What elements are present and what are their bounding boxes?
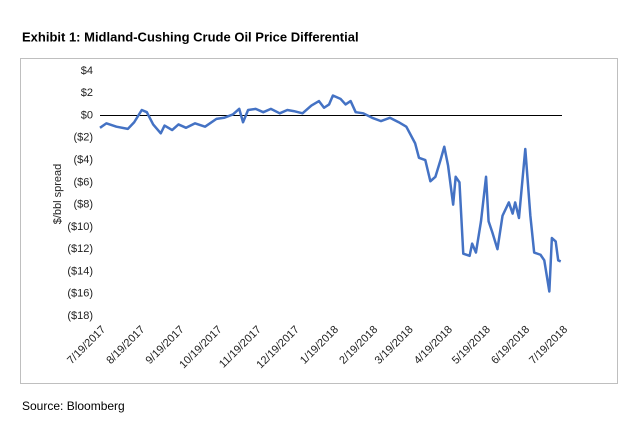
y-tick-label: ($10) [67,221,93,233]
y-tick-label: ($14) [67,265,93,277]
chart-title: Exhibit 1: Midland-Cushing Crude Oil Pri… [22,29,359,44]
y-tick-label: ($18) [67,310,93,322]
x-tick-label: 7/19/2017 [65,324,108,367]
x-tick-label: 7/19/2018 [527,324,570,367]
x-tick-label: 3/19/2018 [373,324,416,367]
source: Source: Bloomberg [22,399,125,413]
y-tick-label: ($16) [67,288,93,300]
y-tick-label: ($6) [73,176,93,188]
y-tick-label: ($12) [67,243,93,255]
x-tick-label: 6/19/2018 [489,324,532,367]
y-axis-label: $/bbl spread [52,164,64,225]
x-tick-label: 1/19/2018 [298,324,341,367]
y-tick-label: $4 [81,65,93,77]
y-tick-label: ($8) [73,199,93,211]
y-tick-label: $2 [81,87,93,99]
x-tick-label: 4/19/2018 [412,324,455,367]
x-tick-label: 5/19/2018 [450,324,493,367]
y-tick-label: ($2) [73,132,93,144]
y-tick-label: ($4) [73,154,93,166]
chart-frame [20,58,618,384]
data-line [99,94,562,293]
x-tick-label: 8/19/2017 [104,324,147,367]
y-tick-label: $0 [81,109,93,121]
